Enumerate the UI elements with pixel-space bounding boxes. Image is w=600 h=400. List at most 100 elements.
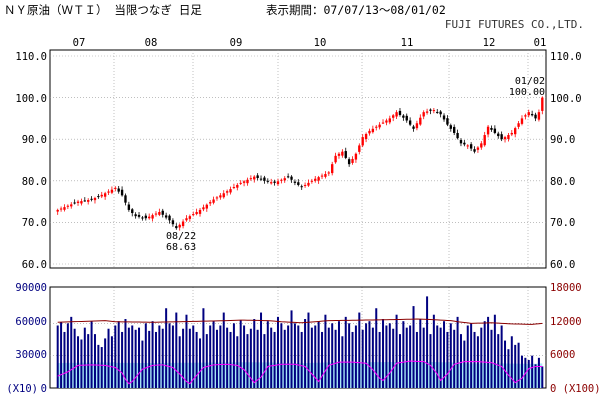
volume-tick: 90000 <box>15 282 47 294</box>
volume-bar <box>144 323 147 388</box>
volume-bar <box>453 329 456 388</box>
volume-bar <box>507 349 510 388</box>
volume-bar <box>337 321 340 388</box>
volume-bar <box>371 327 374 388</box>
volume-bar <box>317 321 320 388</box>
candle-body <box>256 175 259 179</box>
volume-bar <box>531 355 534 388</box>
volume-axis-right: 18000 12000 6000 0 (X100) <box>550 282 600 395</box>
volume-bar <box>110 336 113 388</box>
volume-bar <box>504 340 507 388</box>
volume-bar <box>283 329 286 388</box>
volume-bar <box>517 342 520 388</box>
candle-body <box>310 180 314 182</box>
volume-bar <box>93 334 96 388</box>
candle-body <box>181 221 185 227</box>
candle-body <box>541 97 544 111</box>
volume-bar <box>168 323 171 388</box>
candle-body <box>480 143 483 148</box>
candle-body <box>205 204 208 209</box>
candle-body <box>114 187 117 189</box>
price-tick: 80.0 <box>550 176 575 188</box>
candle-body <box>327 172 330 174</box>
candle-body <box>503 137 507 140</box>
volume-bar <box>537 357 540 388</box>
volume-tick: 0 <box>41 383 47 395</box>
volume-bar <box>490 329 493 388</box>
volume-bar <box>222 312 225 388</box>
candle-body <box>90 198 93 200</box>
candle-body <box>500 134 503 140</box>
candle-body <box>334 155 337 163</box>
candle-body <box>59 208 63 210</box>
volume-bar <box>246 334 249 388</box>
price-axis-right: 110.0 100.0 90.0 80.0 70.0 60.0 <box>550 51 582 271</box>
candle-body <box>80 201 83 204</box>
volume-tick: 60000 <box>15 316 47 328</box>
candle-body <box>276 181 280 185</box>
volume-bar <box>273 331 276 388</box>
month-label: 07 <box>73 37 86 49</box>
volume-bar <box>520 355 523 388</box>
candle-body <box>331 164 334 174</box>
volume-bar <box>127 327 130 388</box>
candle-body <box>412 126 415 129</box>
volume-bar <box>304 319 307 388</box>
volume-bar <box>534 364 537 388</box>
volume-bar <box>182 328 185 388</box>
candle-body <box>236 184 239 188</box>
candle-body <box>429 109 432 111</box>
candle-body <box>419 117 422 125</box>
candle-body <box>375 126 378 128</box>
candle-body <box>510 132 513 135</box>
volume-bar <box>212 321 215 388</box>
volume-bar <box>378 331 381 388</box>
candle-body <box>524 115 527 117</box>
volume-bar <box>476 336 479 388</box>
volume-bar <box>151 321 154 388</box>
candle-body <box>378 124 381 128</box>
candle-body <box>168 215 171 221</box>
candle-body <box>215 197 219 199</box>
candle-body <box>63 207 66 210</box>
candle-body <box>436 111 439 113</box>
last-annotation: 01/02 100.00 <box>509 76 545 98</box>
volume-bar <box>419 319 422 388</box>
candle-body <box>442 115 446 120</box>
volume-bar <box>165 308 168 388</box>
candle-body <box>307 182 310 186</box>
low-value: 68.63 <box>166 242 196 253</box>
volume-bar <box>215 329 218 388</box>
candle-body <box>117 188 120 192</box>
volume-bar <box>239 320 242 388</box>
volume-bar <box>466 325 469 388</box>
volume-bar <box>470 323 473 388</box>
volume-bar <box>541 366 544 388</box>
volume-bar <box>226 327 229 388</box>
month-label: 10 <box>314 37 327 49</box>
candle-body <box>459 140 463 144</box>
candle-body <box>137 214 141 217</box>
volume-bar <box>188 328 191 388</box>
volume-bar <box>205 334 208 388</box>
volume-bar <box>483 321 486 388</box>
price-tick: 60.0 <box>22 259 47 271</box>
volume-bar <box>178 336 181 388</box>
volume-bar <box>154 331 157 388</box>
candle-body <box>107 191 110 193</box>
volume-bar <box>446 331 449 388</box>
volume-bar <box>209 325 212 388</box>
candle-body <box>249 178 253 180</box>
volume-bar <box>141 340 144 388</box>
volume-bar <box>449 323 452 388</box>
candle-body <box>178 224 181 228</box>
volume-bar <box>100 347 103 388</box>
volume-bar <box>195 331 198 388</box>
candle-body <box>283 178 286 181</box>
candle-body <box>161 210 164 215</box>
volume-bar <box>443 321 446 388</box>
candle-body <box>246 179 249 184</box>
volume-bar <box>321 331 324 388</box>
candle-body <box>188 216 192 219</box>
